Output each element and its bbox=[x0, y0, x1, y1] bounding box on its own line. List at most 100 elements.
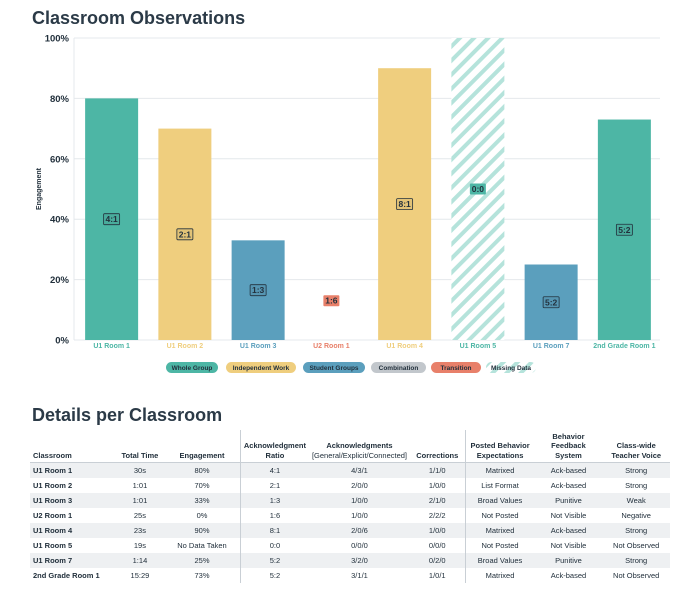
header-acknowledgments-sub: [General/Explicit/Connected] bbox=[311, 450, 408, 460]
ratio-label-box bbox=[176, 228, 194, 241]
cell-total-time: 19s bbox=[133, 540, 146, 550]
ratio-label-box bbox=[469, 183, 486, 195]
ratio-label: 1:3 bbox=[252, 285, 265, 295]
x-category-label: 2nd Grade Room 1 bbox=[593, 343, 655, 350]
cell-teacher-voice: Not Observed bbox=[613, 570, 660, 580]
y-tick-label: 20% bbox=[50, 275, 70, 286]
x-category-label: U1 Room 5 bbox=[460, 343, 497, 350]
legend-swatch-combination[interactable] bbox=[371, 362, 426, 373]
table-row: 2nd Grade Room 1 15:29 73% 5:2 3/1/1 1/0/1 Mat… bbox=[30, 567, 670, 583]
bar-2[interactable] bbox=[231, 240, 285, 340]
ratio-label-box bbox=[103, 213, 121, 226]
cell-acknowledgments: 4/3/1 bbox=[308, 462, 411, 478]
cell-feedback-system: Ack-based bbox=[550, 480, 587, 490]
cell-corrections: 1/1/0 bbox=[410, 462, 466, 478]
x-category-label: U1 Room 3 bbox=[240, 343, 277, 350]
cell-ack-ratio: 5:2 bbox=[239, 567, 309, 583]
cell-classroom: U1 Room 4 bbox=[30, 522, 116, 538]
table-title: Details per Classroom bbox=[32, 405, 223, 425]
bar-6[interactable] bbox=[524, 264, 578, 341]
cell-corrections: 1/0/1 bbox=[428, 570, 446, 580]
header-acknowledgments: Acknowledgments [General/Explicit/Connec… bbox=[308, 430, 411, 464]
engagement-bar-chart: 0% 20% 40% 60% 80% 100% Engagement 4:1 U1 Room … bbox=[36, 34, 660, 373]
cell-engagement: 25% bbox=[164, 552, 241, 568]
y-axis-title: Engagement bbox=[36, 167, 43, 210]
cell-classroom: U1 Room 7 bbox=[30, 552, 116, 568]
table-row: U1 Room 1 30s 80% 4:1 4/3/1 1/1/0 Matrixed Ack-… bbox=[30, 462, 670, 478]
cell-classroom: U1 Room 5 bbox=[33, 540, 73, 550]
cell-teacher-voice: Negative bbox=[621, 510, 651, 520]
cell-classroom: U1 Room 1 bbox=[30, 462, 116, 478]
chart-title: Classroom Observations bbox=[32, 8, 246, 28]
cell-posted-expectations: Matrixed bbox=[464, 522, 535, 538]
bar-0[interactable] bbox=[85, 98, 139, 341]
header-feedback-system: Behavior Feedback System bbox=[534, 430, 603, 464]
legend-swatch-transition[interactable] bbox=[431, 362, 481, 373]
cell-teacher-voice: Strong bbox=[625, 480, 648, 490]
cell-engagement: 33% bbox=[164, 492, 241, 508]
header-posted-expectations: Posted Behavior Expectations bbox=[464, 430, 535, 464]
cell-corrections: 1/0/0 bbox=[410, 522, 466, 538]
header-total-time: Total Time bbox=[115, 430, 165, 464]
table-row: U1 Room 7 1:14 25% 5:2 3/2/0 0/2/0 Broad Value… bbox=[30, 552, 670, 568]
cell-corrections: 0/0/0 bbox=[428, 540, 446, 550]
cell-acknowledgments: 3/2/0 bbox=[308, 552, 411, 568]
cell-teacher-voice: Not Observed bbox=[613, 540, 660, 550]
ratio-label: 8:1 bbox=[398, 199, 411, 209]
cell-total-time: 1:14 bbox=[115, 552, 165, 568]
legend-swatch-missing-data[interactable] bbox=[486, 362, 536, 373]
table-row: U1 Room 2 1:01 70% 2:1 2/0/0 1/0/0 List Format… bbox=[30, 477, 670, 493]
header-acknowledgments-label: Acknowledgments bbox=[326, 441, 393, 451]
bar-1[interactable] bbox=[158, 128, 212, 340]
cell-teacher-voice: Strong bbox=[602, 522, 670, 538]
bar-7[interactable] bbox=[597, 119, 651, 340]
cell-total-time: 15:29 bbox=[130, 570, 150, 580]
cell-ack-ratio: 4:1 bbox=[239, 462, 309, 478]
cell-feedback-system: Ack-based bbox=[534, 462, 603, 478]
ratio-label: 0:0 bbox=[472, 184, 485, 194]
cell-engagement: 73% bbox=[194, 570, 210, 580]
table-row: U1 Room 3 1:01 33% 1:3 1/0/0 2/1/0 Broad Value… bbox=[30, 492, 670, 508]
header-engagement: Engagement bbox=[164, 430, 241, 464]
y-tick-label: 100% bbox=[45, 34, 70, 45]
legend-swatch-independent-work[interactable] bbox=[226, 362, 296, 373]
cell-ack-ratio: 1:3 bbox=[239, 492, 309, 508]
y-tick-label: 60% bbox=[50, 154, 70, 165]
legend-label: Student Groups bbox=[309, 365, 358, 372]
cell-posted-expectations: List Format bbox=[464, 477, 535, 493]
cell-classroom: U2 Room 1 bbox=[33, 510, 73, 520]
cell-corrections: 1/0/0 bbox=[428, 480, 446, 490]
x-category-label: U1 Room 7 bbox=[533, 343, 570, 350]
cell-corrections: 2/1/0 bbox=[410, 492, 466, 508]
x-category-label: U1 Room 1 bbox=[93, 343, 130, 350]
cell-teacher-voice: Strong bbox=[602, 462, 670, 478]
legend-label: Combination bbox=[379, 365, 419, 372]
cell-feedback-system: Not Visible bbox=[550, 540, 587, 550]
ratio-label-box bbox=[323, 295, 340, 307]
cell-ack-ratio: 0:0 bbox=[239, 537, 309, 553]
cell-ack-ratio: 5:2 bbox=[239, 552, 309, 568]
cell-feedback-system: Not Visible bbox=[550, 510, 587, 520]
ratio-label-box bbox=[542, 296, 560, 309]
cell-ack-ratio: 2:1 bbox=[239, 477, 309, 493]
legend-swatch-student-groups[interactable] bbox=[303, 362, 365, 373]
ratio-label-box bbox=[249, 284, 267, 297]
ratio-label-box bbox=[396, 198, 414, 211]
cell-ack-ratio: 1:6 bbox=[239, 507, 309, 523]
y-tick-label: 80% bbox=[50, 94, 70, 105]
legend-swatch-whole-group[interactable] bbox=[166, 362, 218, 373]
x-category-label: U1 Room 4 bbox=[386, 343, 423, 350]
cell-posted-expectations: Broad Values bbox=[464, 492, 535, 508]
cell-classroom: U1 Room 2 bbox=[33, 480, 73, 490]
cell-total-time: 30s bbox=[115, 462, 165, 478]
header-classroom: Classroom bbox=[30, 430, 116, 464]
cell-classroom: U1 Room 3 bbox=[30, 492, 116, 508]
bar-4[interactable] bbox=[378, 68, 432, 340]
x-category-label: U1 Room 2 bbox=[167, 343, 204, 350]
cell-acknowledgments: 2/0/6 bbox=[308, 522, 411, 538]
cell-engagement: 70% bbox=[194, 480, 210, 490]
cell-classroom: 2nd Grade Room 1 bbox=[33, 570, 100, 580]
cell-total-time: 1:01 bbox=[132, 480, 148, 490]
cell-total-time: 1:01 bbox=[115, 492, 165, 508]
cell-total-time: 25s bbox=[133, 510, 146, 520]
